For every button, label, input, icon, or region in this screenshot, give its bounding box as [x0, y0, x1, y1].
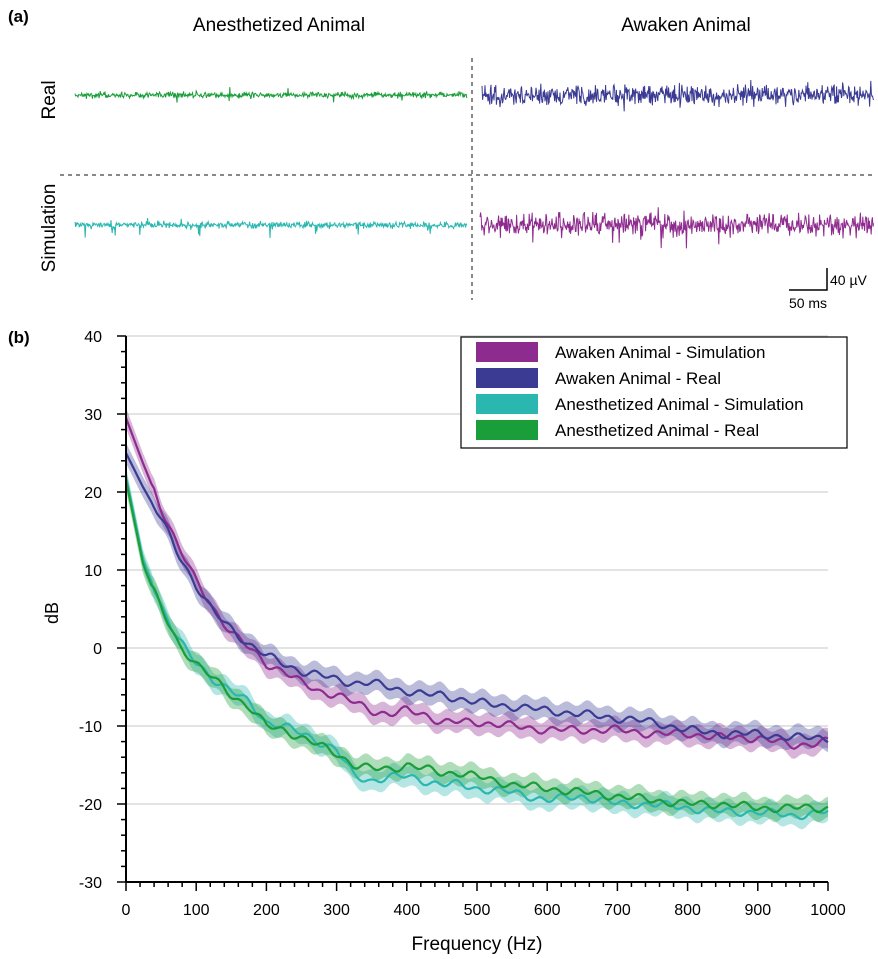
row-label-simulation: Simulation: [39, 184, 60, 273]
legend-swatch: [476, 420, 538, 440]
y-tick-label: 20: [84, 485, 102, 502]
y-axis-label: dB: [42, 602, 62, 624]
series-line-anesthetized-animal-real: [124, 480, 829, 814]
confidence-bands: [126, 407, 828, 830]
x-tick-label: 0: [122, 902, 131, 919]
legend-label: Anesthetized Animal - Simulation: [555, 395, 804, 414]
series-lines: [124, 417, 829, 821]
y-tick-label: -10: [79, 719, 102, 736]
y-tick-label: -30: [79, 875, 102, 892]
band-anesthetized-animal-simulation: [126, 466, 828, 830]
band-anesthetized-animal-real: [126, 470, 828, 823]
trace-anesthetized-real: [74, 87, 468, 103]
legend-label: Anesthetized Animal - Real: [555, 421, 759, 440]
panel-a-label: (a): [8, 7, 29, 26]
x-tick-labels: 0 100 200 300 400 500 600 700 800 900 1000: [122, 902, 846, 919]
legend: Awaken Animal - Simulation Awaken Animal …: [460, 336, 848, 449]
y-tick-label: 10: [84, 563, 102, 580]
x-tick-label: 200: [253, 902, 280, 919]
row-label-real: Real: [39, 80, 60, 119]
x-tick-label: 1000: [810, 902, 846, 919]
band-awaken-animal-simulation: [126, 407, 828, 759]
trace-awaken-simulation: [479, 207, 875, 249]
panel-b-label: (b): [8, 328, 30, 347]
legend-label: Awaken Animal - Real: [555, 369, 721, 388]
legend-swatch: [476, 394, 538, 414]
trace-anesthetized-simulation: [74, 218, 468, 239]
x-tick-label: 300: [323, 902, 350, 919]
axes: [117, 335, 829, 891]
x-tick-label: 700: [604, 902, 631, 919]
panel-a: (a) Anesthetized Animal Awaken Animal Re…: [8, 7, 875, 311]
y-tick-label: -20: [79, 797, 102, 814]
col-title-anesthetized: Anesthetized Animal: [193, 15, 365, 36]
scale-bar: [789, 268, 828, 291]
x-tick-label: 800: [674, 902, 701, 919]
y-tick-label: 30: [84, 407, 102, 424]
legend-swatch: [476, 342, 538, 362]
y-tick-labels: -30 -20 -10 0 10 20 30 40: [79, 329, 102, 892]
x-tick-label: 900: [744, 902, 771, 919]
trace-awaken-real: [481, 79, 875, 112]
x-tick-label: 500: [464, 902, 491, 919]
legend-swatch: [476, 368, 538, 388]
scale-bar-time-label: 50 ms: [789, 295, 827, 311]
y-tick-label: 0: [93, 641, 102, 658]
y-tick-label: 40: [84, 329, 102, 346]
legend-label: Awaken Animal - Simulation: [555, 343, 765, 362]
x-tick-label: 600: [534, 902, 561, 919]
col-title-awaken: Awaken Animal: [621, 15, 751, 36]
x-axis-label: Frequency (Hz): [412, 934, 543, 955]
scale-bar-voltage-label: 40 µV: [830, 272, 868, 288]
series-line-awaken-animal-real: [125, 452, 829, 744]
x-tick-label: 400: [393, 902, 420, 919]
panel-b: (b) -30 -20 -10 0 10 20 30 40 0 100 200 300 400 500 6…: [8, 328, 848, 955]
x-tick-label: 100: [183, 902, 210, 919]
